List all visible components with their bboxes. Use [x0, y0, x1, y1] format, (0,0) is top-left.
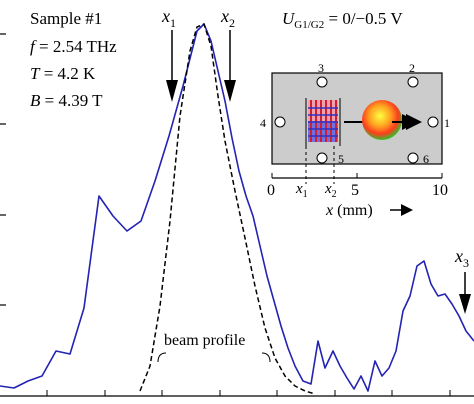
- contact-4: [274, 116, 286, 128]
- beam-profile-label: beam profile: [164, 332, 245, 349]
- contact-1: [427, 116, 439, 128]
- contact-2-label: 2: [409, 61, 415, 75]
- sample-info: Sample #1 f = 2.54 THz T = 4.2 K B = 4.3…: [30, 9, 117, 110]
- inset-plate: [271, 72, 443, 165]
- sample-label: Sample #1: [30, 9, 102, 28]
- contact-6: [407, 152, 419, 164]
- arrow-x2: x2: [220, 6, 236, 102]
- beam-profile-callout: beam profile: [157, 332, 271, 363]
- temperature-label: T = 4.2 K: [30, 64, 96, 83]
- series-signal: [0, 23, 474, 392]
- contact-5: [316, 152, 328, 164]
- inset-x1-label: x1: [295, 181, 308, 200]
- contact-3-label: 3: [318, 61, 324, 75]
- contact-5-label: 5: [338, 152, 344, 166]
- beam-spot: [362, 100, 402, 140]
- x-ticks: [46, 390, 451, 396]
- inset: 3 2 4 1 5 6: [260, 61, 450, 219]
- field-label: B = 4.39 T: [30, 91, 103, 110]
- beam-profile-line: [139, 23, 316, 395]
- contact-6-label: 6: [423, 152, 429, 166]
- x2-label: x2: [220, 6, 235, 30]
- arrow-x1: x1: [161, 6, 178, 102]
- frequency-label: f = 2.54 THz: [30, 37, 117, 56]
- inset-tick-10: 10: [432, 182, 448, 199]
- y-ticks: [0, 33, 6, 306]
- inset-tick-5: 5: [351, 182, 359, 199]
- gate-grating: [305, 98, 341, 146]
- signal-line: [0, 23, 474, 392]
- gate-voltage-label: UG1/G2 = 0/−0.5 V: [282, 9, 403, 31]
- series-beam-profile: [139, 23, 316, 395]
- contact-2: [407, 76, 419, 88]
- inset-tick-0: 0: [267, 182, 275, 199]
- inset-axis-label: x (mm): [325, 202, 373, 219]
- x3-label: x3: [454, 246, 469, 270]
- contact-3: [316, 76, 328, 88]
- x1-label: x1: [161, 6, 176, 30]
- contact-1-label: 1: [444, 116, 450, 130]
- arrow-x3: x3: [454, 246, 471, 314]
- inset-x2-label: x2: [324, 181, 337, 200]
- series-layer: [0, 23, 474, 395]
- contact-4-label: 4: [260, 116, 266, 130]
